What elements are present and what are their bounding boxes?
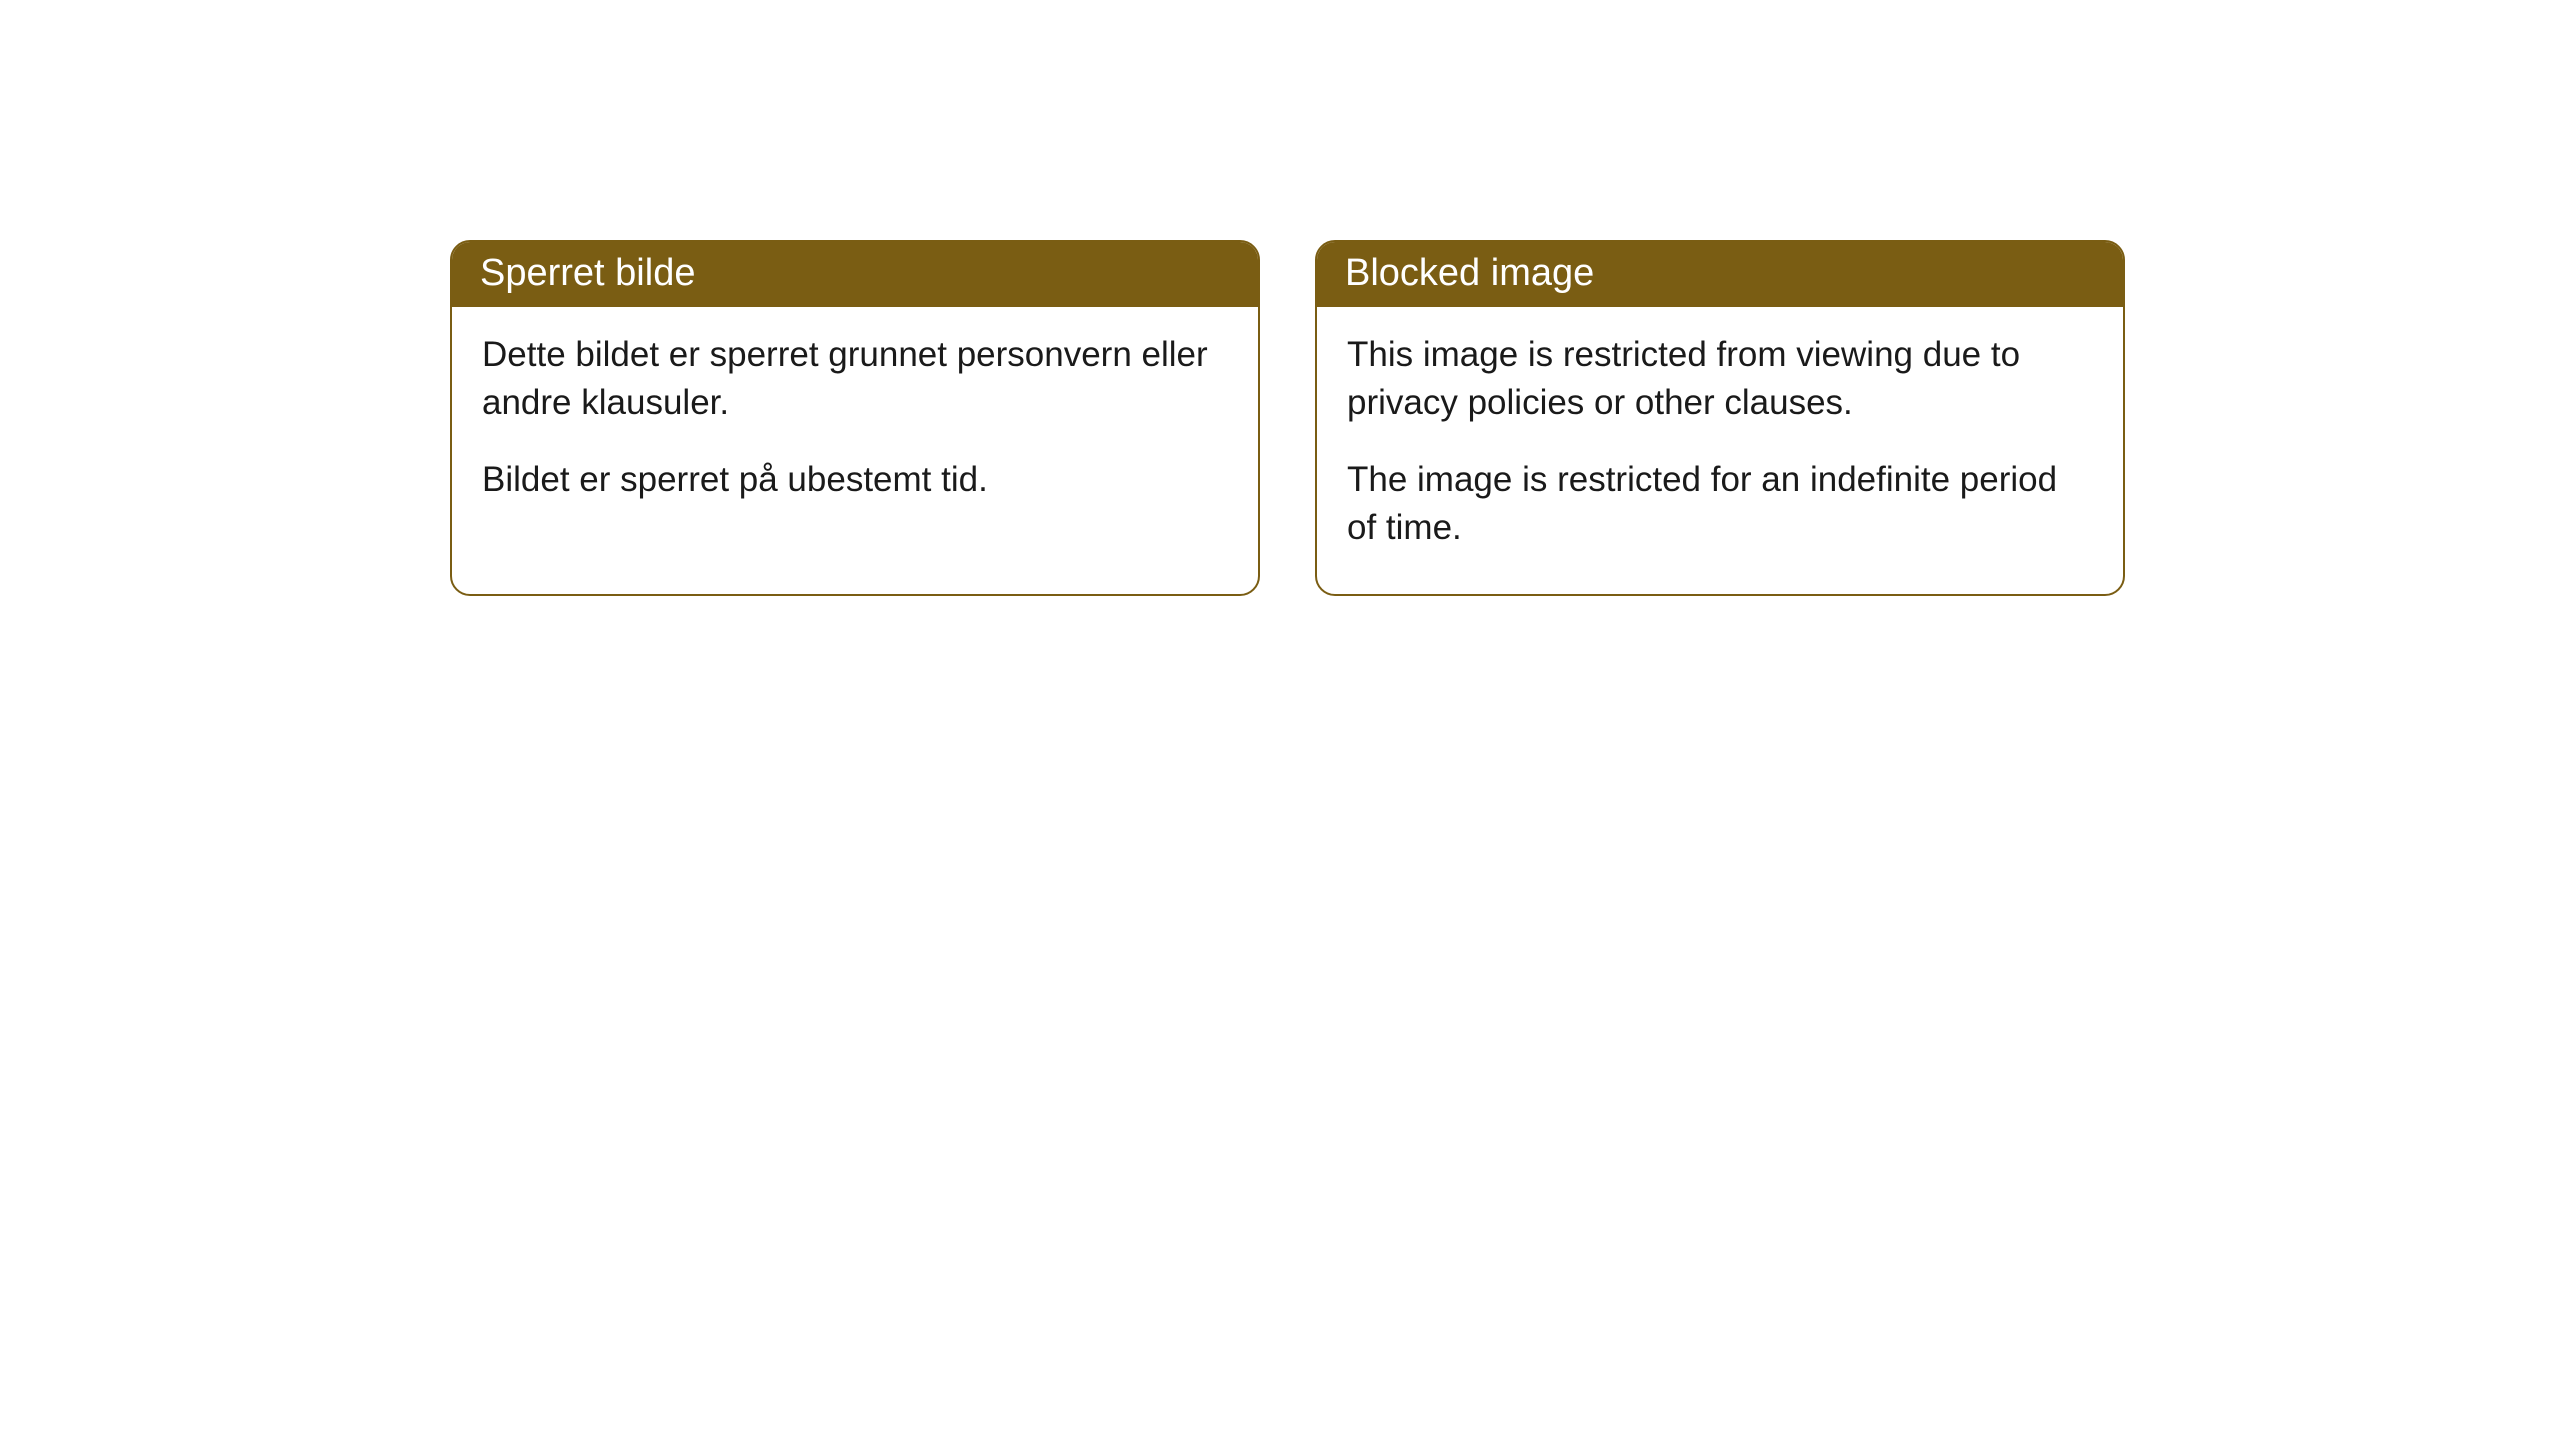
- card-body-norwegian: Dette bildet er sperret grunnet personve…: [452, 307, 1258, 546]
- card-title-norwegian: Sperret bilde: [480, 252, 695, 294]
- blocked-image-card-norwegian: Sperret bilde Dette bildet er sperret gr…: [450, 240, 1260, 596]
- card-header-english: Blocked image: [1317, 242, 2123, 307]
- card-paragraph-1-norwegian: Dette bildet er sperret grunnet personve…: [482, 331, 1228, 428]
- card-paragraph-2-norwegian: Bildet er sperret på ubestemt tid.: [482, 456, 1228, 504]
- card-paragraph-2-english: The image is restricted for an indefinit…: [1347, 456, 2093, 553]
- card-header-norwegian: Sperret bilde: [452, 242, 1258, 307]
- card-body-english: This image is restricted from viewing du…: [1317, 307, 2123, 594]
- notice-cards-container: Sperret bilde Dette bildet er sperret gr…: [450, 240, 2125, 596]
- card-title-english: Blocked image: [1345, 252, 1594, 294]
- card-paragraph-1-english: This image is restricted from viewing du…: [1347, 331, 2093, 428]
- blocked-image-card-english: Blocked image This image is restricted f…: [1315, 240, 2125, 596]
